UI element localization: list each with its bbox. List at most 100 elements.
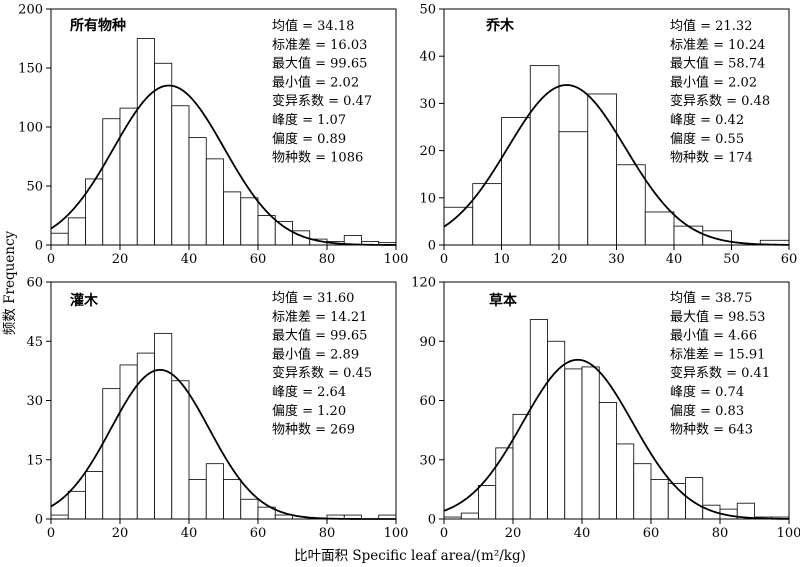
histogram-bar <box>205 463 224 520</box>
histogram-bar <box>274 220 293 246</box>
histogram-bar <box>171 380 190 520</box>
histogram-bar <box>136 38 155 246</box>
stat-line: 标准差 = 14.21 <box>272 310 367 325</box>
y-tick-label: 0 <box>428 513 436 528</box>
y-tick-label: 200 <box>18 3 43 18</box>
stat-line: 均值 = 38.75 <box>670 290 752 306</box>
histogram-bar <box>512 413 531 520</box>
stat-line: 标准差 = 10.24 <box>670 38 765 53</box>
x-tick-label: 40 <box>666 252 683 267</box>
stat-line: 变异系数 = 0.45 <box>272 365 372 381</box>
stat-line: 偏度 = 0.89 <box>272 131 346 147</box>
histogram-bar <box>257 215 276 246</box>
panel-title: 灌木 <box>70 292 99 309</box>
histogram-bar <box>644 211 675 246</box>
panel-title: 乔木 <box>485 17 515 34</box>
y-tick-label: 0 <box>35 239 43 254</box>
histogram-bar <box>529 65 560 246</box>
histogram-bar <box>587 93 617 246</box>
chart-panel-2: 0 10 20 30 40 50 60 0 10 20 30 40 50 乔木 均值 = 21.32 标准差 … <box>419 3 797 268</box>
histogram-bar <box>529 319 548 520</box>
y-tick-label: 60 <box>26 276 43 291</box>
chart-panel-1: 0 20 40 60 80 100 0 50 100 150 200 所有物种 均值 = 34.18 标准… <box>18 3 408 268</box>
x-axis-title: 比叶面积 Specific leaf area/(m²/kg) <box>294 548 526 564</box>
x-tick-label: 0 <box>440 526 448 541</box>
x-tick-label: 0 <box>440 252 448 267</box>
x-tick-label: 50 <box>723 252 740 267</box>
histogram-bar <box>616 443 635 520</box>
y-tick-label: 45 <box>26 335 43 350</box>
histogram-bar <box>67 217 86 246</box>
histogram-bar <box>119 107 138 246</box>
stat-line: 最小值 = 2.89 <box>272 346 359 362</box>
stat-line: 峰度 = 2.64 <box>272 384 346 400</box>
normal-fit-curve <box>50 84 397 246</box>
x-tick-label: 20 <box>112 252 129 267</box>
y-tick-label: 30 <box>419 97 436 112</box>
stat-line: 峰度 = 0.42 <box>670 112 744 128</box>
histogram-bar <box>136 352 155 520</box>
x-tick-label: 20 <box>551 252 568 267</box>
histogram-bar <box>558 131 589 246</box>
x-tick-label: 30 <box>608 252 625 267</box>
x-tick-label: 10 <box>493 252 510 267</box>
histogram-bar <box>274 514 293 520</box>
x-tick-label: 60 <box>781 252 798 267</box>
y-tick-label: 150 <box>18 62 43 77</box>
panel-title: 所有物种 <box>70 17 126 34</box>
stat-line: 偏度 = 1.20 <box>272 403 346 419</box>
histogram-bar <box>702 230 732 246</box>
stat-line: 最大值 = 99.65 <box>272 56 367 72</box>
stat-line: 均值 = 31.60 <box>272 290 354 306</box>
histogram-bar <box>501 117 531 246</box>
y-tick-label: 15 <box>26 453 43 468</box>
stat-line: 均值 = 34.18 <box>272 18 354 34</box>
x-tick-label: 60 <box>643 526 660 541</box>
x-tick-label: 100 <box>384 252 409 267</box>
histogram-bar <box>581 366 600 520</box>
y-tick-label: 20 <box>419 144 436 159</box>
y-tick-label: 40 <box>419 50 436 65</box>
histogram-bar <box>472 183 502 246</box>
stat-line: 均值 = 21.32 <box>670 18 752 34</box>
histogram-bar <box>102 118 121 246</box>
panel-title: 草本 <box>489 292 518 309</box>
histogram-bar <box>154 62 173 246</box>
y-tick-label: 30 <box>26 394 43 409</box>
y-tick-label: 0 <box>428 239 436 254</box>
x-tick-label: 80 <box>712 526 729 541</box>
x-tick-label: 60 <box>250 526 267 541</box>
y-tick-label: 10 <box>419 191 436 206</box>
stat-line: 最小值 = 2.02 <box>670 74 757 90</box>
histogram-bar <box>50 514 69 520</box>
histogram-bar <box>650 479 669 520</box>
histogram-bar <box>564 368 583 520</box>
x-tick-label: 60 <box>250 252 267 267</box>
x-tick-label: 20 <box>505 526 522 541</box>
stat-line: 最小值 = 2.02 <box>272 74 359 90</box>
stat-line: 物种数 = 643 <box>670 423 753 438</box>
stat-line: 最大值 = 99.65 <box>272 328 367 344</box>
stat-line: 变异系数 = 0.41 <box>670 365 770 381</box>
x-tick-label: 100 <box>384 526 409 541</box>
chart-panel-3: 0 20 40 60 80 100 0 15 30 45 60 灌木 均值 = 31.60 标准差 = 1… <box>26 276 408 542</box>
histogram-bar <box>223 479 242 520</box>
y-tick-label: 120 <box>411 276 436 291</box>
normal-fit-curve <box>443 84 790 246</box>
y-tick-label: 50 <box>26 180 43 195</box>
stat-line: 最大值 = 98.53 <box>670 309 765 325</box>
x-tick-label: 40 <box>181 252 198 267</box>
stat-line: 变异系数 = 0.48 <box>670 93 770 109</box>
histogram-bar <box>223 191 242 246</box>
histogram-bar <box>460 512 479 520</box>
histogram-bar <box>102 388 121 520</box>
histogram-bar <box>205 158 224 246</box>
histogram-bar <box>50 232 69 246</box>
histogram-bar <box>673 225 704 246</box>
histogram-bar <box>154 332 173 520</box>
stat-line: 最大值 = 58.74 <box>670 56 765 72</box>
histogram-bar <box>598 402 617 520</box>
stat-line: 物种数 = 1086 <box>272 151 363 166</box>
